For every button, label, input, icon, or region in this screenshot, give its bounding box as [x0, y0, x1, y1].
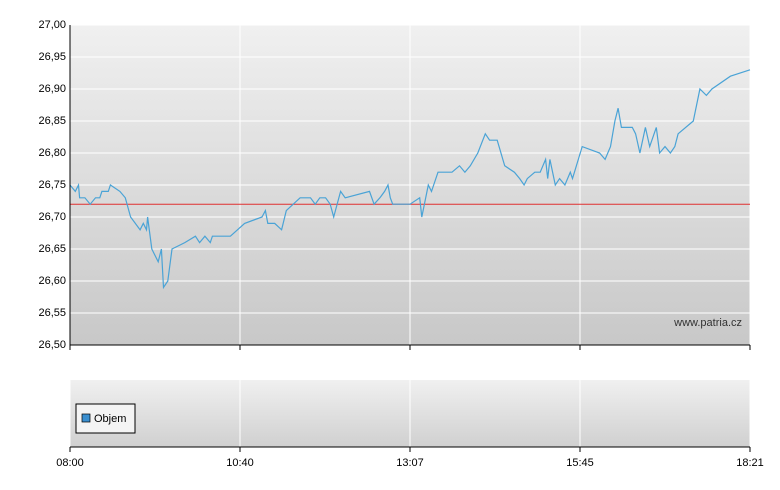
x-tick-label: 10:40: [226, 457, 254, 469]
y-tick-label: 26,85: [38, 115, 66, 127]
y-tick-label: 26,80: [38, 147, 66, 159]
legend-swatch: [81, 413, 91, 423]
y-tick-label: 26,75: [38, 179, 66, 191]
x-tick-label: 08:00: [56, 457, 84, 469]
watermark: www.patria.cz: [673, 317, 742, 329]
y-tick-label: 26,65: [38, 243, 66, 255]
x-tick-label: 18:21: [736, 457, 764, 469]
y-tick-label: 26,70: [38, 211, 66, 223]
price-line: [69, 69, 751, 290]
y-tick-label: 27,00: [38, 19, 66, 31]
legend-label: Objem: [94, 413, 126, 425]
y-tick-label: 26,90: [38, 83, 66, 95]
y-tick-label: 26,50: [38, 339, 66, 351]
y-tick-label: 26,55: [38, 307, 66, 319]
y-tick-label: 26,60: [38, 275, 66, 287]
y-tick-label: 26,95: [38, 51, 66, 63]
x-tick-label: 15:45: [566, 457, 594, 469]
x-tick-label: 13:07: [396, 457, 424, 469]
